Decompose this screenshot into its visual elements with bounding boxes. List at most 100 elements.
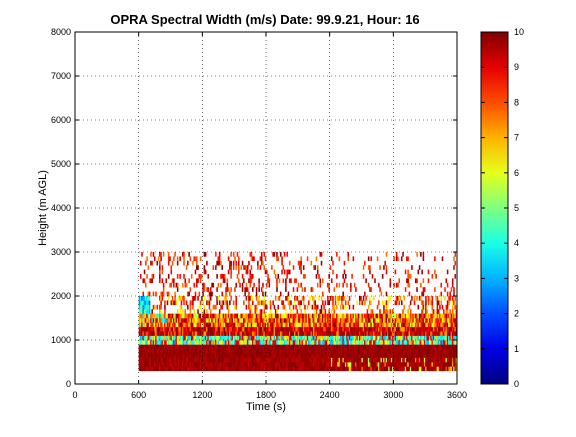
heatmap-cell [450,344,453,350]
heatmap-cell [257,296,259,301]
heatmap-cell [344,326,347,332]
heatmap-cell [257,260,259,266]
heatmap-cell [229,260,231,266]
heatmap-cell [332,366,334,372]
heatmap-cell [300,357,302,363]
heatmap-cell [288,362,291,367]
heatmap-cell [203,304,206,310]
heatmap-cell [250,335,253,341]
heatmap-cell [203,331,206,336]
heatmap-cell [421,366,423,372]
heatmap-cell [153,344,156,350]
heatmap-cell [299,265,301,270]
heatmap-cell [383,366,385,372]
heatmap-cell [271,362,273,367]
heatmap-cell [436,348,439,354]
heatmap-cell [431,348,434,354]
heatmap-cell [229,318,231,323]
heatmap-cell [153,322,156,328]
heatmap-cell [385,309,388,314]
heatmap-cell [402,348,404,354]
heatmap-cell [199,357,202,363]
heatmap-cell [299,313,301,319]
heatmap-cell [264,335,267,341]
heatmap-cell [160,309,162,314]
heatmap-cell [243,322,245,328]
heatmap-cell [278,366,281,372]
heatmap-cell [255,318,258,323]
heatmap-cell [434,287,436,292]
heatmap-cell [216,300,218,306]
heatmap-cell [174,344,176,350]
heatmap-cell [195,353,198,358]
heatmap-cell [339,322,342,328]
x-axis: 0 600 1200 1800 2400 3000 3600 [72,32,467,400]
heatmap-cell [188,335,190,341]
heatmap-cell [421,340,423,345]
heatmap-cell [395,300,398,306]
heatmap-cell [208,366,211,372]
heatmap-cell [221,348,223,354]
heatmap-cell [365,362,367,367]
heatmap-cell [269,326,272,332]
heatmap-cell [178,353,180,358]
heatmap-cell [184,366,187,372]
heatmap-cell [347,300,350,306]
heatmap-cell [322,318,324,323]
heatmap-cell [409,326,412,332]
heatmap-cell [402,357,404,363]
heatmap-cell [316,313,319,319]
heatmap-cell [218,313,221,319]
heatmap-cell [422,353,425,358]
heatmap-cell [157,322,160,328]
heatmap-cell [272,362,274,367]
heatmap-cell [173,348,175,354]
heatmap-cell [334,304,337,310]
heatmap-cell [367,366,370,372]
heatmap-cell [305,353,308,358]
heatmap-cell [347,256,350,262]
heatmap-cell [241,313,244,319]
heatmap-cell [446,304,449,310]
heatmap-cell [138,340,141,345]
heatmap-cell [226,318,229,323]
heatmap-cell [188,326,190,332]
heatmap-cell [239,335,241,341]
heatmap-cell [292,265,295,270]
heatmap-cell [208,313,211,319]
heatmap-cell [223,313,226,319]
heatmap-cell [364,331,366,336]
heatmap-cell [145,353,147,358]
heatmap-cell [426,344,429,350]
heatmap-cell [255,335,258,341]
heatmap-cell [446,353,449,358]
heatmap-cell [259,362,262,367]
heatmap-cell [346,326,348,332]
heatmap-cell [333,313,336,319]
heatmap-cell [225,348,227,354]
heatmap-cell [142,344,145,350]
heatmap-cell [423,344,426,350]
heatmap-cell [197,313,199,319]
heatmap-cell [299,353,301,358]
heatmap-cell [367,348,370,354]
heatmap-cell [333,326,336,332]
heatmap-cell [190,300,193,306]
heatmap-cell [229,353,231,358]
heatmap-cell [348,357,351,363]
heatmap-cell [402,318,404,323]
heatmap-cell [239,362,241,367]
heatmap-cell [232,252,235,257]
heatmap-cell [164,331,166,336]
heatmap-cell [450,340,453,345]
heatmap-cell [273,348,276,354]
heatmap-cell [204,313,207,319]
heatmap-cell [453,291,455,297]
heatmap-cell [407,366,409,372]
heatmap-cell [282,335,285,341]
heatmap-cell [325,318,328,323]
heatmap-cell [309,357,311,363]
heatmap-cell [409,322,412,328]
heatmap-cell [425,326,427,332]
heatmap-cell [171,300,174,306]
